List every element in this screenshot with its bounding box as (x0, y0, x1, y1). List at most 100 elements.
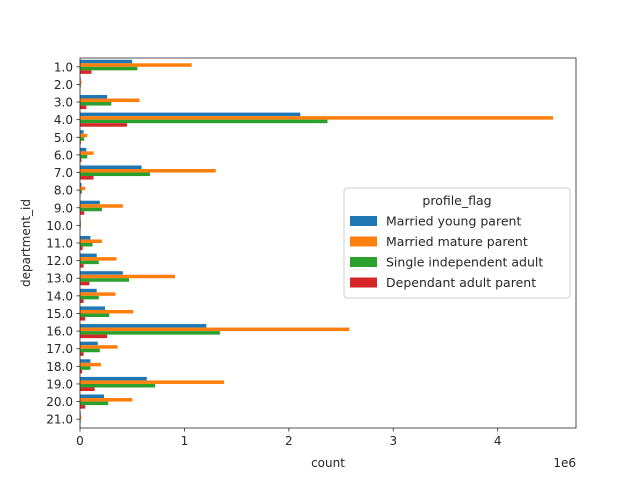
bar-12.0-married-young-parent (80, 253, 97, 258)
bar-13.0-married-young-parent (80, 271, 123, 275)
bar-19.0-married-young-parent (80, 376, 147, 381)
bar-9.0-single-independent-adult (80, 207, 102, 212)
bar-4.0-married-young-parent (80, 112, 301, 117)
legend-label: Dependant adult parent (386, 275, 536, 290)
bar-15.0-married-young-parent (80, 306, 106, 310)
bar-15.0-dependant-adult-parent (80, 317, 86, 321)
bar-5.0-single-independent-adult (80, 137, 85, 141)
bar-8.0-married-mature-parent (80, 186, 86, 191)
y-tick-label: 11.0 (46, 237, 73, 251)
bar-14.0-married-young-parent (80, 288, 97, 293)
y-tick-label: 10.0 (46, 219, 73, 233)
x-axis-ticks: 0 1 2 3 4 (76, 428, 502, 448)
bar-7.0-dependant-adult-parent (80, 176, 94, 180)
bar-4.0-dependant-adult-parent (80, 123, 127, 127)
bar-11.0-married-young-parent (80, 235, 91, 240)
bar-11.0-married-mature-parent (80, 239, 102, 243)
legend-label: Single independent adult (386, 255, 543, 270)
x-tick-label: 2 (285, 434, 293, 448)
x-axis-offset-label: 1e6 (553, 456, 576, 470)
bar-20.0-single-independent-adult (80, 401, 109, 406)
bar-12.0-single-independent-adult (80, 260, 99, 265)
bar-16.0-married-mature-parent (80, 327, 350, 332)
x-tick-label: 4 (494, 434, 502, 448)
legend-box (343, 187, 571, 299)
bar-7.0-married-mature-parent (80, 169, 216, 173)
x-tick-label: 1 (181, 434, 189, 448)
bar-13.0-single-independent-adult (80, 278, 130, 282)
bar-14.0-dependant-adult-parent (80, 299, 84, 303)
y-tick-label: 12.0 (46, 254, 73, 268)
bar-18.0-married-mature-parent (80, 362, 101, 367)
legend-items: Married young parent Married mature paren… (350, 214, 543, 290)
legend-swatch (350, 277, 377, 288)
bar-14.0-married-mature-parent (80, 292, 116, 296)
bar-2.0-married-mature-parent (80, 80, 82, 85)
bar-5.0-married-young-parent (80, 130, 84, 134)
y-tick-label: 6.0 (54, 148, 73, 162)
x-tick-label: 0 (76, 434, 84, 448)
bar-19.0-dependant-adult-parent (80, 387, 95, 391)
bar-16.0-dependant-adult-parent (80, 334, 108, 339)
bar-17.0-married-mature-parent (80, 345, 118, 349)
bar-19.0-single-independent-adult (80, 383, 156, 388)
bar-1.0-married-mature-parent (80, 63, 192, 67)
bar-6.0-single-independent-adult (80, 154, 88, 159)
y-tick-label: 5.0 (54, 131, 73, 145)
bar-1.0-single-independent-adult (80, 66, 138, 71)
bar-20.0-married-mature-parent (80, 398, 133, 402)
y-tick-label: 16.0 (46, 325, 73, 339)
bar-11.0-single-independent-adult (80, 243, 93, 247)
bar-6.0-married-mature-parent (80, 151, 94, 155)
bar-7.0-single-independent-adult (80, 172, 150, 177)
bar-1.0-married-young-parent (80, 59, 133, 64)
y-tick-label: 15.0 (46, 307, 73, 321)
legend-swatch (350, 257, 377, 267)
bar-4.0-single-independent-adult (80, 119, 328, 124)
bar-1.0-dependant-adult-parent (80, 70, 92, 74)
y-tick-label: 14.0 (46, 289, 73, 303)
y-tick-label: 18.0 (46, 360, 73, 374)
bar-8.0-single-independent-adult (80, 190, 82, 194)
bar-20.0-married-young-parent (80, 394, 105, 399)
y-tick-label: 7.0 (54, 166, 73, 180)
y-tick-label: 4.0 (54, 113, 73, 127)
bar-18.0-married-young-parent (80, 359, 91, 363)
x-axis-label: count (311, 456, 345, 470)
bar-19.0-married-mature-parent (80, 380, 225, 384)
bar-8.0-married-young-parent (80, 183, 82, 187)
legend: profile_flag Married young parentMarried… (343, 187, 571, 299)
bar-9.0-married-mature-parent (80, 204, 123, 208)
bar-9.0-married-young-parent (80, 200, 100, 205)
legend-swatch (350, 216, 377, 226)
y-tick-label: 8.0 (54, 184, 73, 198)
bar-21.0-married-mature-parent (80, 415, 82, 420)
bar-6.0-married-young-parent (80, 147, 87, 152)
y-tick-label: 3.0 (54, 96, 73, 110)
y-tick-label: 20.0 (46, 395, 73, 409)
bar-14.0-single-independent-adult (80, 295, 99, 300)
bar-3.0-married-young-parent (80, 95, 108, 99)
bar-12.0-dependant-adult-parent (80, 264, 84, 268)
x-tick-label: 3 (389, 434, 397, 448)
y-tick-label: 1.0 (54, 60, 73, 74)
bar-4.0-married-mature-parent (80, 116, 554, 120)
bar-17.0-married-young-parent (80, 341, 98, 346)
bar-17.0-dependant-adult-parent (80, 352, 84, 356)
legend-swatch (350, 236, 377, 247)
y-axis-label: department_id (19, 199, 33, 287)
bar-13.0-married-mature-parent (80, 274, 176, 279)
bar-16.0-single-independent-adult (80, 331, 220, 335)
bar-9.0-dependant-adult-parent (80, 211, 85, 215)
bar-11.0-dependant-adult-parent (80, 246, 83, 251)
bars-group (80, 59, 554, 427)
bar-6.0-dependant-adult-parent (80, 158, 82, 162)
y-axis-ticks: 1.0 2.0 3.0 4.0 5.0 6.0 7.0 8.0 9.0 10.0 11.0 12.0 1… (46, 60, 80, 427)
bar-12.0-married-mature-parent (80, 257, 117, 261)
bar-3.0-single-independent-adult (80, 102, 112, 106)
bar-15.0-single-independent-adult (80, 313, 110, 317)
legend-title: profile_flag (422, 193, 491, 208)
y-tick-label: 17.0 (46, 342, 73, 356)
bar-15.0-married-mature-parent (80, 309, 134, 314)
